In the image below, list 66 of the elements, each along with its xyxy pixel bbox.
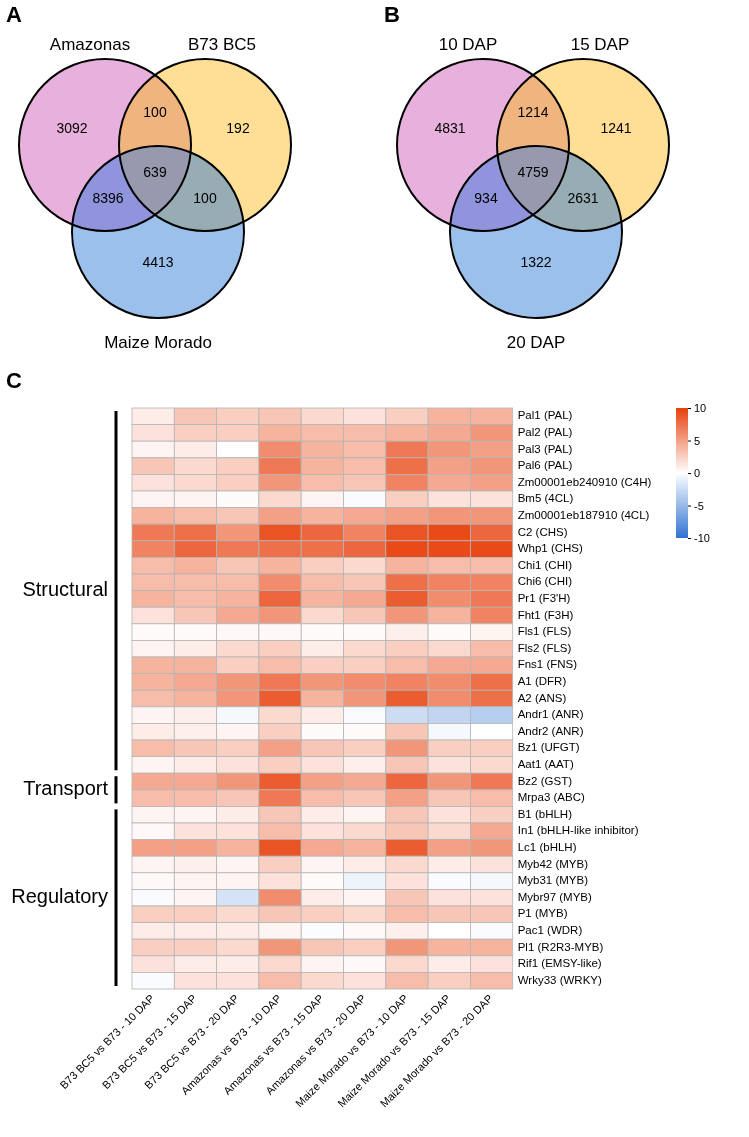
y-tick-label: Bz1 (UFGT) [517, 741, 580, 754]
color-bar-label: 10 [694, 402, 707, 415]
y-tick-label: Pl1 (R2R3-MYB) [517, 940, 604, 953]
text: 100 [143, 104, 167, 120]
y-tick-label: Pal3 (PAL) [517, 442, 573, 455]
text: 639 [143, 164, 167, 180]
y-tick-label: Bm5 (4CL) [517, 492, 574, 505]
y-tick-label: Mybr97 (MYB) [517, 890, 592, 903]
text: 20 DAP [506, 333, 566, 352]
text: 934 [474, 190, 498, 206]
text: 2631 [567, 190, 599, 206]
text: 3092 [56, 120, 88, 136]
color-bar-label: 0 [694, 467, 701, 480]
y-tick-label: Chi6 (CHI) [517, 575, 573, 588]
text: 8396 [92, 190, 124, 206]
y-tick-label: B1 (bHLH) [517, 807, 573, 820]
y-tick-label: Myb42 (MYB) [517, 857, 589, 870]
y-tick-label: Whp1 (CHS) [517, 542, 584, 555]
text: 4413 [142, 254, 174, 270]
text: A [6, 2, 22, 27]
text: Transport [23, 777, 109, 800]
text: 4759 [517, 164, 549, 180]
y-tick-label: Pr1 (F3'H) [517, 591, 571, 604]
y-tick-label: Fns1 (FNS) [517, 658, 578, 671]
y-tick-label: Wrky33 (WRKY) [517, 973, 602, 986]
y-tick-label: Lc1 (bHLH) [517, 840, 577, 853]
y-tick-label: Pac1 (WDR) [517, 923, 583, 936]
y-tick-label: Zm00001eb240910 (C4H) [517, 475, 652, 488]
y-tick-label: Fht1 (F3H) [517, 608, 574, 621]
y-tick-label: Pal1 (PAL) [517, 409, 573, 422]
y-tick-label: Pal2 (PAL) [517, 425, 573, 438]
y-tick-label: Zm00001eb187910 (4CL) [517, 508, 650, 521]
text: 192 [226, 120, 250, 136]
text: B73 BC5 [187, 35, 257, 54]
y-tick-label: Myb31 (MYB) [517, 874, 589, 887]
y-tick-label: Aat1 (AAT) [517, 757, 574, 770]
text: 1214 [517, 104, 549, 120]
y-tick-label: Mrpa3 (ABC) [517, 791, 585, 804]
y-tick-label: Chi1 (CHI) [517, 558, 573, 571]
color-bar-label: -10 [694, 532, 710, 545]
y-tick-label: Andr2 (ANR) [517, 724, 584, 737]
text: Regulatory [11, 884, 108, 907]
y-tick-label: P1 (MYB) [517, 907, 568, 920]
y-tick-label: Fls1 (FLS) [517, 625, 572, 638]
y-tick-label: In1 (bHLH-like inhibitor) [517, 824, 639, 837]
text: 15 DAP [570, 35, 630, 54]
text: 100 [193, 190, 217, 206]
color-bar-label: 5 [694, 434, 701, 447]
text: 10 DAP [438, 35, 498, 54]
y-tick-label: Fls2 (FLS) [517, 641, 572, 654]
color-bar-label: -5 [694, 499, 704, 512]
y-tick-label: C2 (CHS) [517, 525, 568, 538]
text: 4831 [434, 120, 466, 136]
y-tick-label: A2 (ANS) [517, 691, 567, 704]
text: B [384, 2, 400, 27]
y-tick-label: Pal6 (PAL) [517, 459, 573, 472]
text: 1322 [520, 254, 552, 270]
text: Amazonas [49, 35, 131, 54]
y-tick-label: Andr1 (ANR) [517, 708, 584, 721]
text: C [6, 368, 22, 393]
text: Maize Morado [104, 333, 212, 352]
y-tick-label: Bz2 (GST) [517, 774, 573, 787]
y-tick-label: Rif1 (EMSY-like) [517, 957, 602, 970]
text: Structural [22, 577, 108, 600]
text: 1241 [600, 120, 632, 136]
y-tick-label: A1 (DFR) [517, 674, 567, 687]
